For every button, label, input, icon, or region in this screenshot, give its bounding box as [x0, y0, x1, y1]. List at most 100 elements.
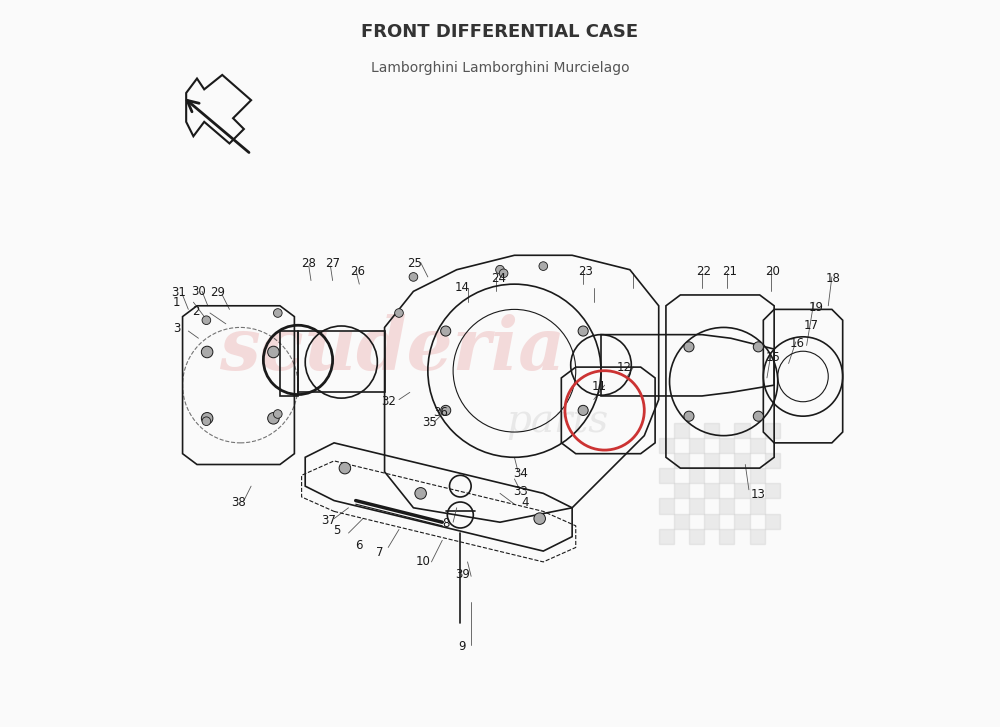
Circle shape — [578, 326, 588, 336]
Text: 37: 37 — [321, 514, 336, 527]
Text: 30: 30 — [191, 285, 206, 298]
Bar — [674, 483, 689, 499]
Circle shape — [441, 406, 451, 415]
Text: 5: 5 — [333, 524, 341, 537]
Text: 23: 23 — [578, 265, 593, 278]
Text: FRONT DIFFERENTIAL CASE: FRONT DIFFERENTIAL CASE — [361, 23, 639, 41]
Circle shape — [534, 513, 545, 524]
Bar — [704, 513, 719, 529]
Circle shape — [268, 412, 279, 424]
Bar — [659, 468, 674, 483]
Bar — [734, 513, 750, 529]
Circle shape — [684, 411, 694, 421]
Text: parts: parts — [507, 403, 609, 440]
Circle shape — [499, 269, 508, 278]
Text: 25: 25 — [407, 257, 422, 270]
Bar — [689, 499, 704, 513]
Text: 20: 20 — [765, 265, 780, 278]
Bar — [734, 422, 750, 438]
Text: 1: 1 — [173, 296, 181, 309]
Text: 3: 3 — [173, 322, 180, 335]
Bar — [765, 422, 780, 438]
Circle shape — [273, 309, 282, 317]
Bar — [674, 453, 689, 468]
Bar — [689, 529, 704, 544]
Text: 18: 18 — [826, 272, 841, 285]
Text: 7: 7 — [376, 546, 383, 559]
Text: 8: 8 — [442, 517, 450, 530]
Text: 32: 32 — [381, 395, 396, 408]
Bar — [704, 453, 719, 468]
Text: 24: 24 — [491, 272, 506, 285]
Bar — [704, 422, 719, 438]
Circle shape — [539, 262, 548, 270]
Circle shape — [395, 309, 403, 317]
Text: 35: 35 — [422, 416, 437, 429]
Bar — [750, 529, 765, 544]
Text: 33: 33 — [513, 486, 528, 499]
Text: 16: 16 — [790, 337, 805, 350]
Circle shape — [201, 412, 213, 424]
Bar — [280, 331, 298, 396]
Text: 11: 11 — [591, 380, 606, 393]
Text: 38: 38 — [231, 496, 246, 508]
Bar — [734, 453, 750, 468]
Text: 10: 10 — [415, 555, 430, 569]
Circle shape — [753, 342, 763, 352]
Bar — [659, 499, 674, 513]
Circle shape — [684, 342, 694, 352]
Text: Lamborghini Lamborghini Murcielago: Lamborghini Lamborghini Murcielago — [371, 61, 629, 75]
Bar — [750, 468, 765, 483]
Circle shape — [268, 346, 279, 358]
Text: 12: 12 — [617, 361, 632, 374]
Text: 34: 34 — [513, 467, 528, 480]
Bar — [719, 499, 734, 513]
Circle shape — [753, 411, 763, 421]
Text: 26: 26 — [350, 265, 365, 278]
Bar — [704, 483, 719, 499]
Circle shape — [409, 273, 418, 281]
Text: 39: 39 — [455, 568, 470, 581]
Bar — [765, 513, 780, 529]
Circle shape — [202, 316, 211, 324]
Bar — [765, 483, 780, 499]
Text: 36: 36 — [433, 406, 448, 419]
Circle shape — [578, 406, 588, 415]
Bar — [719, 529, 734, 544]
Text: 4: 4 — [522, 496, 529, 508]
Text: 22: 22 — [696, 265, 711, 278]
Circle shape — [273, 410, 282, 418]
Bar — [689, 468, 704, 483]
Bar — [765, 453, 780, 468]
Circle shape — [496, 265, 504, 274]
Circle shape — [441, 326, 451, 336]
Text: 9: 9 — [459, 640, 466, 653]
Bar — [659, 529, 674, 544]
Text: 21: 21 — [722, 265, 737, 278]
Circle shape — [339, 462, 351, 474]
Circle shape — [415, 488, 426, 499]
Text: 14: 14 — [455, 281, 470, 294]
Bar — [674, 513, 689, 529]
Text: 13: 13 — [751, 489, 766, 502]
Text: 27: 27 — [325, 257, 340, 270]
Circle shape — [201, 346, 213, 358]
Text: 29: 29 — [210, 286, 225, 300]
Text: 6: 6 — [356, 539, 363, 552]
Bar — [659, 438, 674, 453]
Text: 17: 17 — [804, 318, 819, 332]
Bar — [734, 483, 750, 499]
Text: 19: 19 — [808, 301, 823, 314]
Text: 2: 2 — [192, 305, 199, 318]
Circle shape — [202, 417, 211, 425]
Bar — [719, 438, 734, 453]
Text: scuderia: scuderia — [219, 313, 565, 385]
Text: 28: 28 — [301, 257, 316, 270]
Bar — [689, 438, 704, 453]
Text: 15: 15 — [765, 351, 780, 364]
Bar — [674, 422, 689, 438]
Bar — [719, 468, 734, 483]
Bar — [750, 499, 765, 513]
Bar — [750, 438, 765, 453]
Text: 31: 31 — [171, 286, 186, 300]
